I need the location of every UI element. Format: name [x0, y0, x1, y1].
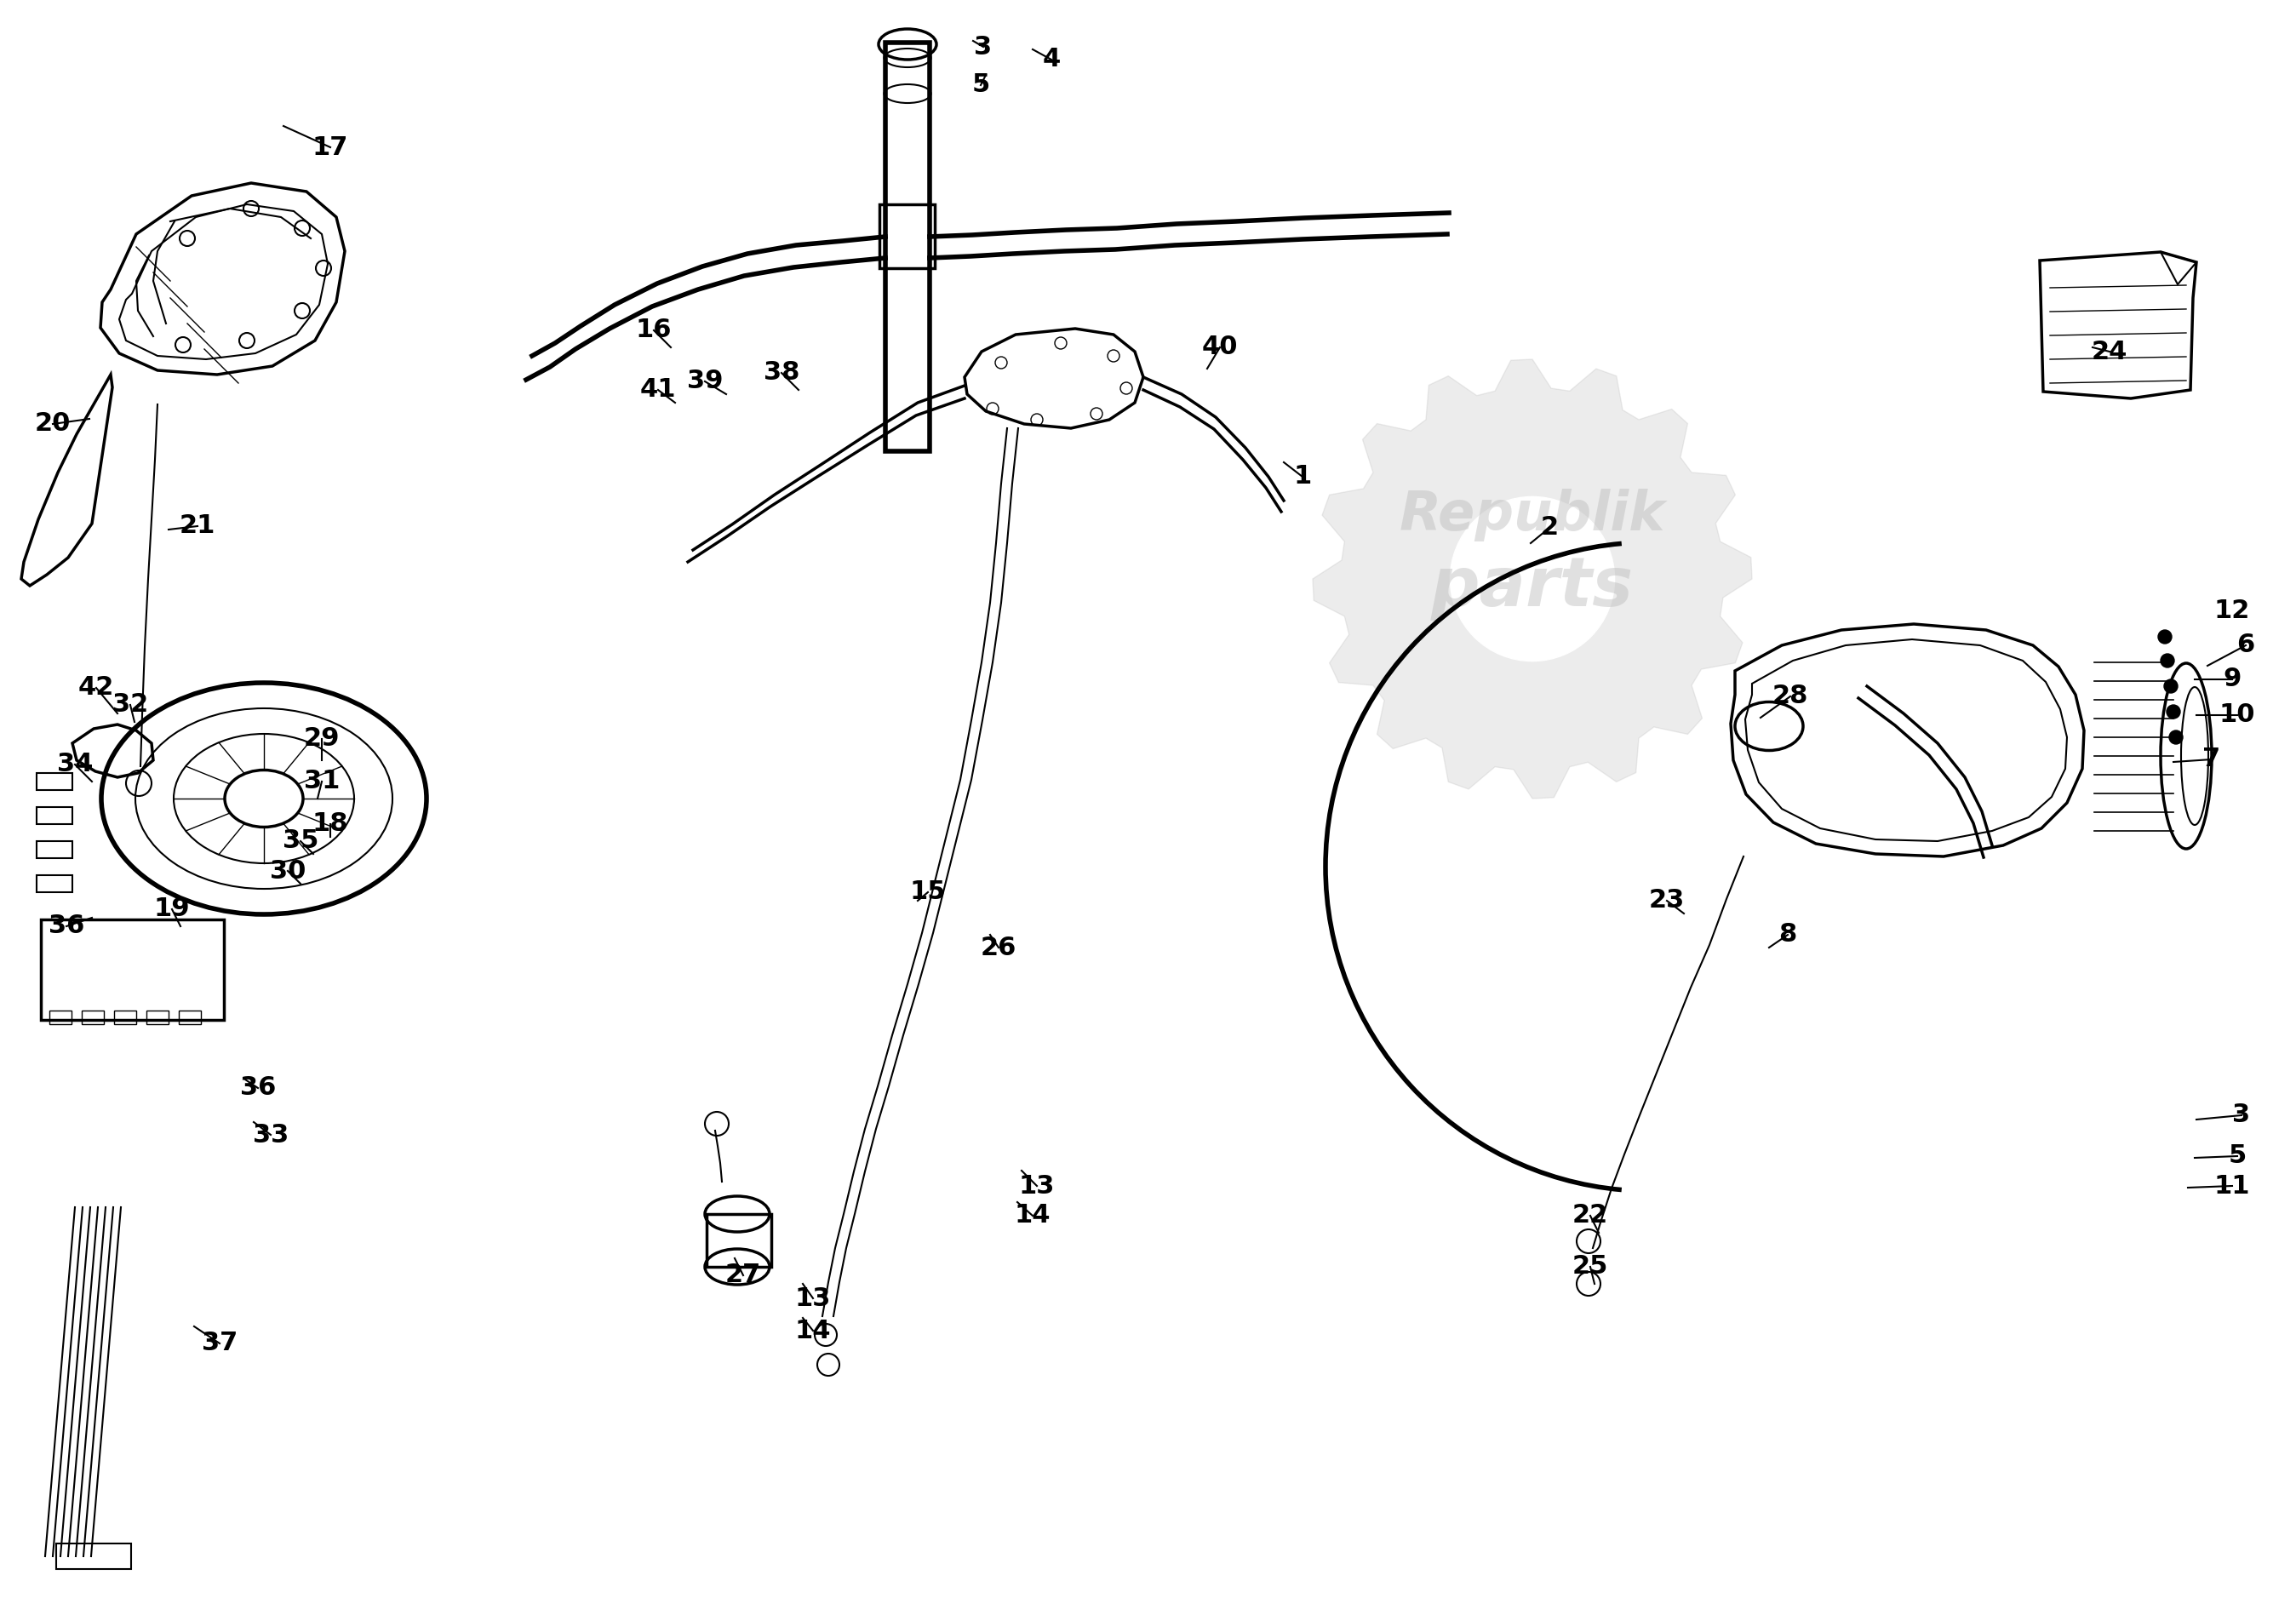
Text: 15: 15: [909, 880, 946, 904]
Text: 41: 41: [641, 378, 675, 402]
Text: 8: 8: [1779, 922, 1798, 946]
Text: 10: 10: [2220, 703, 2255, 727]
Text: 42: 42: [78, 675, 115, 701]
Text: 14: 14: [1015, 1203, 1052, 1227]
Text: parts: parts: [1430, 554, 1635, 620]
Text: 30: 30: [269, 859, 305, 883]
Text: 3: 3: [2232, 1103, 2250, 1127]
Text: 28: 28: [1773, 685, 1809, 709]
Text: 21: 21: [179, 514, 216, 538]
Bar: [886, 42, 930, 451]
Bar: [51, 1011, 71, 1024]
Text: 24: 24: [2092, 339, 2128, 363]
Text: 17: 17: [312, 136, 349, 160]
Text: 13: 13: [794, 1286, 831, 1311]
Bar: [37, 774, 73, 790]
Text: 13: 13: [1019, 1174, 1054, 1198]
Text: 38: 38: [765, 360, 799, 386]
Bar: [83, 1011, 103, 1024]
Text: 32: 32: [113, 693, 149, 717]
Text: 23: 23: [1649, 888, 1685, 912]
Text: 6: 6: [2236, 633, 2255, 657]
Bar: [37, 875, 73, 891]
Polygon shape: [1313, 359, 1752, 798]
Circle shape: [2167, 704, 2181, 719]
Text: 5: 5: [2227, 1143, 2245, 1169]
Circle shape: [2161, 654, 2174, 667]
Text: 34: 34: [57, 753, 92, 777]
Text: 18: 18: [312, 812, 349, 837]
Text: 36: 36: [239, 1076, 276, 1100]
Text: 35: 35: [282, 828, 319, 853]
Text: 39: 39: [687, 370, 723, 394]
Circle shape: [2170, 730, 2183, 745]
Text: Republik: Republik: [1398, 489, 1665, 541]
Bar: [41, 919, 225, 1021]
Text: 11: 11: [2213, 1174, 2250, 1198]
Text: 37: 37: [202, 1331, 236, 1355]
Text: 3: 3: [974, 34, 992, 60]
Text: 33: 33: [253, 1122, 289, 1147]
Text: 9: 9: [2223, 667, 2241, 691]
Bar: [179, 1011, 202, 1024]
Text: 31: 31: [303, 769, 340, 795]
Bar: [707, 1214, 771, 1266]
Circle shape: [2165, 680, 2177, 693]
Bar: [37, 841, 73, 858]
Circle shape: [1451, 497, 1614, 661]
Text: 20: 20: [34, 412, 71, 436]
Bar: [115, 1011, 135, 1024]
Text: 26: 26: [980, 935, 1017, 959]
Text: 36: 36: [48, 914, 85, 938]
Text: 7: 7: [2202, 748, 2220, 772]
Text: 25: 25: [1573, 1255, 1607, 1279]
Text: 16: 16: [636, 318, 673, 342]
Text: 5: 5: [971, 73, 990, 97]
Circle shape: [2158, 630, 2172, 644]
Bar: [879, 205, 934, 268]
Bar: [37, 808, 73, 824]
Text: 14: 14: [794, 1318, 831, 1344]
Text: 12: 12: [2213, 599, 2250, 623]
Text: 27: 27: [726, 1263, 762, 1287]
Bar: [55, 1544, 131, 1570]
Text: 29: 29: [303, 727, 340, 751]
Text: 1: 1: [1293, 465, 1311, 489]
Text: 19: 19: [154, 896, 191, 922]
Text: 4: 4: [1042, 47, 1061, 73]
Text: 22: 22: [1573, 1203, 1607, 1227]
Text: 40: 40: [1201, 334, 1238, 360]
Text: 2: 2: [1541, 515, 1559, 539]
Bar: [147, 1011, 168, 1024]
